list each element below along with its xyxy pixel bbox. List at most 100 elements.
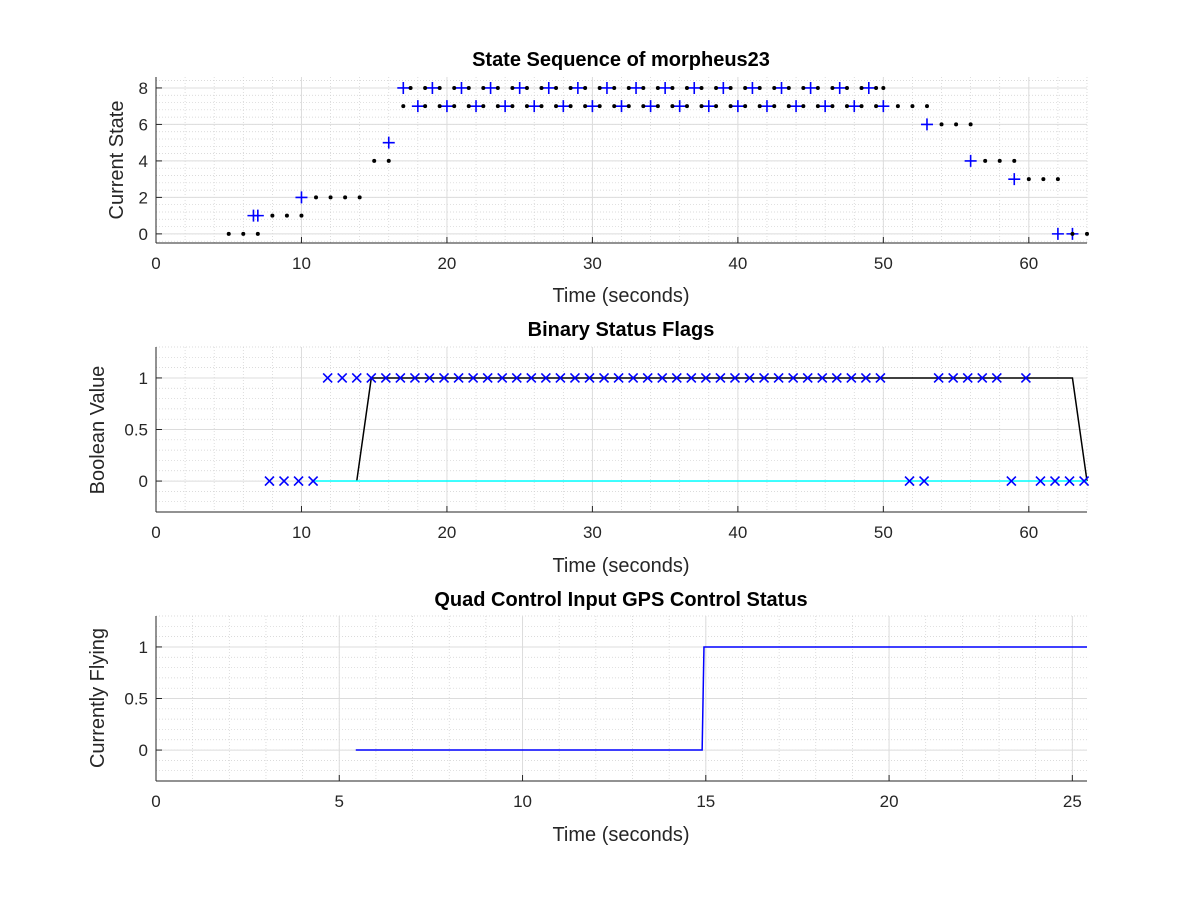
dot-marker <box>1012 158 1017 163</box>
plus-marker <box>688 81 701 94</box>
dot-marker <box>626 85 631 90</box>
x-marker <box>657 372 668 384</box>
x-marker <box>991 372 1002 384</box>
plus-marker <box>819 100 832 113</box>
series-line <box>355 646 1087 751</box>
dot-marker <box>859 85 864 90</box>
x-marker <box>977 372 988 384</box>
plot-title: Quad Control Input GPS Control Status <box>434 589 807 611</box>
dot-marker <box>743 104 748 109</box>
plus-marker <box>659 81 672 94</box>
plus-marker <box>673 100 686 113</box>
dot-marker <box>757 85 762 90</box>
plus-marker <box>877 100 890 113</box>
dot-marker <box>270 213 275 218</box>
x-marker <box>671 372 682 384</box>
dot-marker <box>510 85 515 90</box>
x-marker <box>773 372 784 384</box>
dot-marker <box>968 122 973 127</box>
dot-marker <box>597 85 602 90</box>
x-tick-label: 25 <box>1063 792 1082 811</box>
dot-marker <box>874 104 879 109</box>
x-tick-label: 50 <box>874 254 893 273</box>
dot-marker <box>728 85 733 90</box>
plus-marker <box>1008 173 1021 186</box>
x-marker <box>1035 475 1046 487</box>
y-tick-label: 1 <box>139 638 148 657</box>
dot-marker <box>757 104 762 109</box>
plus-marker <box>542 81 555 94</box>
dot-marker <box>1026 177 1031 182</box>
x-marker <box>948 372 959 384</box>
x-marker <box>744 372 755 384</box>
x-tick-label: 0 <box>151 792 160 811</box>
dot-marker <box>983 158 988 163</box>
y-axis-label: Currently Flying <box>87 628 109 768</box>
dot-marker <box>539 104 544 109</box>
plus-marker <box>702 100 715 113</box>
x-marker <box>366 372 377 384</box>
plus-marker <box>397 81 410 94</box>
plus-marker <box>630 81 643 94</box>
x-marker <box>351 372 362 384</box>
plus-marker <box>484 81 497 94</box>
plus-marker <box>760 100 773 113</box>
x-marker <box>1079 475 1090 487</box>
dot-marker <box>401 104 406 109</box>
dot-marker <box>437 104 442 109</box>
dot-marker <box>772 85 777 90</box>
plus-marker <box>295 191 308 204</box>
x-marker <box>802 372 813 384</box>
plus-marker <box>557 100 570 113</box>
plus-marker <box>790 100 803 113</box>
x-tick-label: 30 <box>583 254 602 273</box>
dot-marker <box>408 85 413 90</box>
plus-marker <box>251 209 264 222</box>
dot-marker <box>954 122 959 127</box>
x-marker <box>264 475 275 487</box>
x-marker <box>1020 372 1031 384</box>
x-tick-label: 10 <box>513 792 532 811</box>
plus-marker <box>513 81 526 94</box>
x-tick-label: 50 <box>874 523 893 542</box>
dot-marker <box>386 158 391 163</box>
x-marker <box>831 372 842 384</box>
x-marker <box>497 372 508 384</box>
dot-marker <box>314 195 319 200</box>
x-marker <box>758 372 770 384</box>
x-tick-label: 20 <box>880 792 899 811</box>
dot-marker <box>997 158 1002 163</box>
x-tick-label: 60 <box>1019 523 1038 542</box>
plus-marker <box>455 81 468 94</box>
x-tick-label: 10 <box>292 254 311 273</box>
dot-marker <box>524 104 529 109</box>
dot-marker <box>495 104 500 109</box>
dot-marker <box>495 85 500 90</box>
plot-title: Binary Status Flags <box>528 319 715 341</box>
y-tick-label: 0.5 <box>124 421 148 440</box>
dot-marker <box>437 85 442 90</box>
dot-marker <box>874 85 879 90</box>
x-marker <box>1064 475 1075 487</box>
x-marker <box>438 372 450 384</box>
dot-marker <box>1041 177 1046 182</box>
x-marker <box>526 372 537 384</box>
x-axis-label: Time (seconds) <box>552 824 689 846</box>
plus-marker <box>615 100 628 113</box>
plus-marker <box>382 136 395 149</box>
x-marker <box>788 372 799 384</box>
plus-marker <box>586 100 599 113</box>
plus-marker <box>528 100 541 113</box>
dot-marker <box>612 85 617 90</box>
dot-marker <box>241 231 246 236</box>
dot-marker <box>641 104 646 109</box>
dot-marker <box>684 104 689 109</box>
dot-marker <box>714 104 719 109</box>
dot-marker <box>714 85 719 90</box>
x-marker <box>933 372 944 384</box>
plus-marker <box>746 81 759 94</box>
dot-marker <box>466 104 471 109</box>
dot-marker <box>844 85 849 90</box>
x-marker <box>846 372 857 384</box>
plus-marker <box>848 100 861 113</box>
